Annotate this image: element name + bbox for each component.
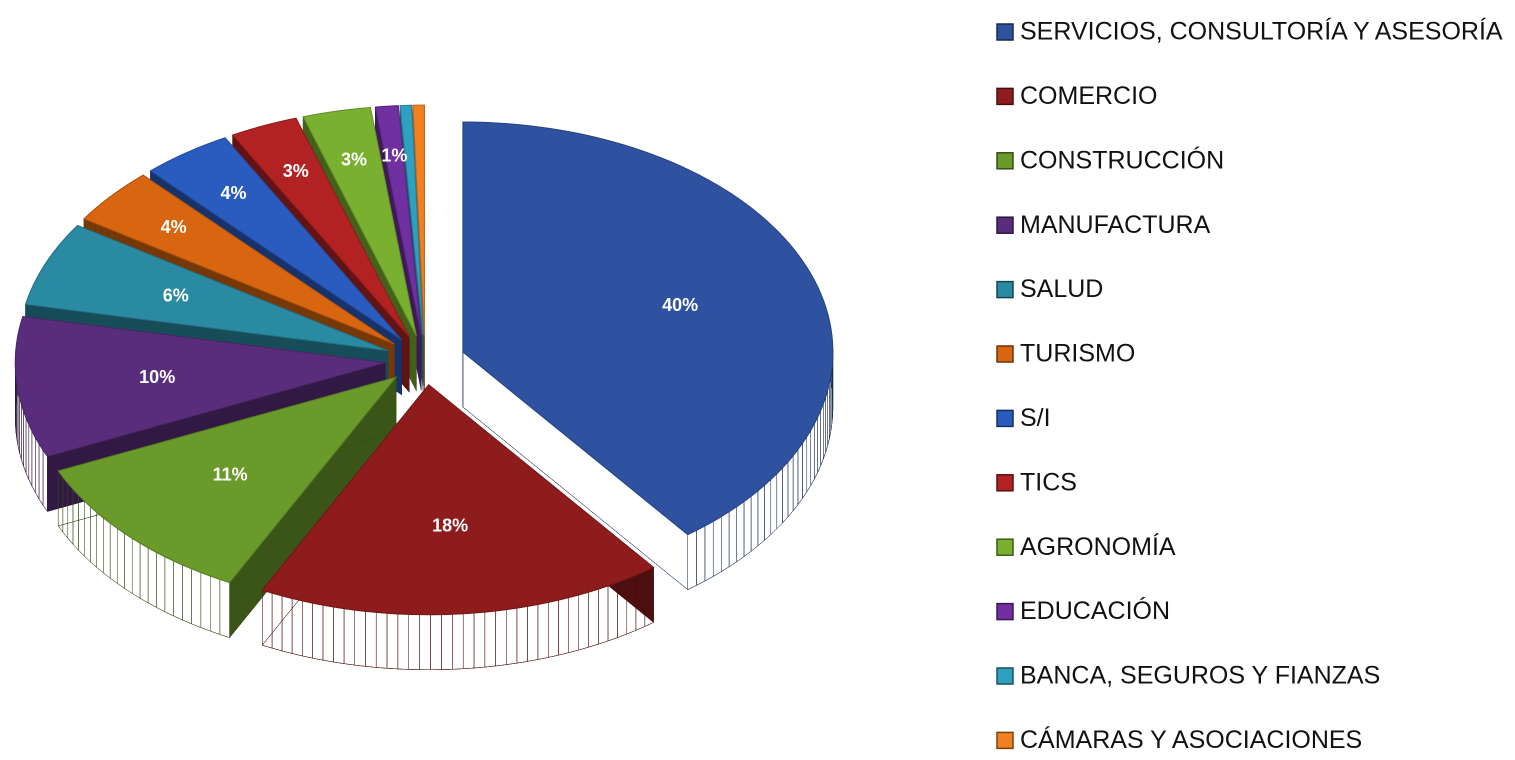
slice-label: 3% <box>283 161 309 181</box>
legend-label: TURISMO <box>1020 340 1135 368</box>
slice <box>261 384 655 616</box>
legend-swatch <box>996 731 1014 750</box>
legend-label: S/I <box>1020 404 1051 432</box>
legend-label: AGRONOMÍA <box>1020 532 1176 561</box>
slice <box>412 104 425 336</box>
legend-swatch <box>996 474 1014 492</box>
slice <box>149 137 403 341</box>
slice-label: 6% <box>163 285 189 305</box>
legend-label: COMERCIO <box>1020 82 1158 110</box>
slice-label: 1% <box>381 145 407 165</box>
slice <box>302 106 417 336</box>
slice <box>24 224 389 352</box>
slice <box>374 105 422 336</box>
slice <box>462 121 834 536</box>
legend-swatch <box>996 280 1014 299</box>
slice-label: 4% <box>221 183 247 203</box>
slice-label: 40% <box>662 295 698 315</box>
legend-swatch <box>996 345 1014 363</box>
slice <box>231 117 410 338</box>
legend-swatch <box>996 87 1014 106</box>
legend-swatch <box>996 152 1014 170</box>
slice <box>399 104 424 336</box>
legend-label: TICS <box>1020 468 1077 496</box>
legend-swatch <box>996 216 1014 234</box>
slice-label: 4% <box>161 217 187 237</box>
legend-swatch <box>996 602 1014 621</box>
slice <box>14 315 386 458</box>
legend-swatch <box>996 538 1014 556</box>
legend-label: BANCA, SEGUROS Y FIANZAS <box>1020 662 1380 690</box>
slice-label: 10% <box>139 367 175 387</box>
slice-label: 11% <box>213 464 248 484</box>
slice <box>57 376 398 584</box>
slice <box>83 174 395 345</box>
legend-label: CÁMARAS Y ASOCIACIONES <box>1020 725 1362 754</box>
slice-label: 18% <box>432 515 468 535</box>
legend-label: MANUFACTURA <box>1020 211 1211 239</box>
legend-swatch <box>996 667 1014 685</box>
legend-label: SERVICIOS, CONSULTORÍA Y ASESORÍA <box>1020 17 1503 46</box>
legend-swatch <box>996 23 1014 41</box>
legend-label: CONSTRUCCIÓN <box>1020 145 1224 174</box>
legend-swatch <box>996 409 1014 428</box>
slice-label: 3% <box>341 149 367 169</box>
legend-label: SALUD <box>1020 275 1103 303</box>
legend-label: EDUCACIÓN <box>1020 596 1170 625</box>
